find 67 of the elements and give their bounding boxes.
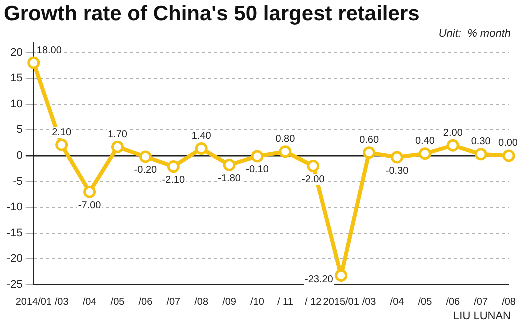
data-label: 0.00 xyxy=(498,138,518,150)
x-tick-label: /03 xyxy=(54,296,70,308)
point xyxy=(251,150,264,163)
x-tick-label: /07 xyxy=(474,296,488,308)
x-tick-label: /08 xyxy=(502,296,516,308)
x-tick-label: /09 xyxy=(222,296,237,308)
point xyxy=(335,269,348,282)
point xyxy=(502,150,516,162)
y-tick-label: -20 xyxy=(6,253,23,266)
x-tick-label: /04 xyxy=(390,296,405,308)
data-label: -2.00 xyxy=(302,174,326,186)
point xyxy=(84,186,96,198)
point xyxy=(474,148,488,161)
data-label: 1.40 xyxy=(192,130,212,142)
point xyxy=(363,146,376,160)
x-tick-label: /07 xyxy=(166,296,182,308)
data-label: -7.00 xyxy=(78,200,102,212)
x-tick-label: /05 xyxy=(418,296,433,308)
x-tick-label: / 11 xyxy=(277,296,294,308)
data-label: 0.60 xyxy=(360,135,380,146)
data-label: -0.10 xyxy=(246,164,270,176)
x-tick-label: /06 xyxy=(138,296,154,308)
data-label: 2.00 xyxy=(443,128,464,139)
chart-subtitle: Unit: % month xyxy=(438,28,511,40)
y-tick-label: 20 xyxy=(10,46,23,59)
point xyxy=(112,140,124,154)
point xyxy=(28,56,40,70)
x-tick-label: 2014/01 xyxy=(16,296,52,308)
y-tick-label: -25 xyxy=(6,279,23,292)
x-tick-label: /06 xyxy=(446,296,461,308)
x-tick-label: /10 xyxy=(250,296,265,308)
x-tick-label: /03 xyxy=(362,296,377,308)
x-tick-label: /04 xyxy=(82,296,98,308)
x-tick-label: /08 xyxy=(194,296,209,308)
y-tick-label: -15 xyxy=(6,227,23,240)
point xyxy=(56,138,68,152)
data-label: 18.00 xyxy=(36,45,62,56)
data-label: -23.20 xyxy=(304,274,334,286)
point xyxy=(139,150,152,164)
point xyxy=(446,139,460,152)
data-label: 0.80 xyxy=(276,134,296,146)
chart-title: Growth rate of China's 50 largest retailers xyxy=(4,2,420,26)
point xyxy=(307,160,320,173)
x-tick-label: /05 xyxy=(110,296,126,308)
point xyxy=(418,148,432,160)
x-tick-label: / 12 xyxy=(305,296,322,308)
point xyxy=(223,159,236,172)
data-label: 0.30 xyxy=(471,136,492,148)
y-tick-label: -10 xyxy=(6,202,23,214)
point xyxy=(195,142,208,155)
y-tick-label: -5 xyxy=(13,176,23,188)
point xyxy=(391,151,404,164)
x-tick-label: 2015/01 xyxy=(323,296,360,308)
data-label: -2.10 xyxy=(162,175,186,186)
point xyxy=(167,160,180,174)
y-tick-label: 0 xyxy=(16,150,23,162)
data-label: -1.80 xyxy=(218,174,242,184)
data-label: 1.70 xyxy=(108,129,128,140)
data-label: -0.30 xyxy=(386,166,410,177)
y-tick-label: 5 xyxy=(16,124,23,136)
data-label: 2.10 xyxy=(52,127,72,138)
text: LIU LUNAN xyxy=(454,310,512,323)
data-label: -0.20 xyxy=(134,165,158,176)
y-tick-label: 15 xyxy=(10,72,23,85)
point xyxy=(279,146,292,158)
data-label: 0.40 xyxy=(415,136,436,148)
y-tick-label: 10 xyxy=(10,98,23,110)
